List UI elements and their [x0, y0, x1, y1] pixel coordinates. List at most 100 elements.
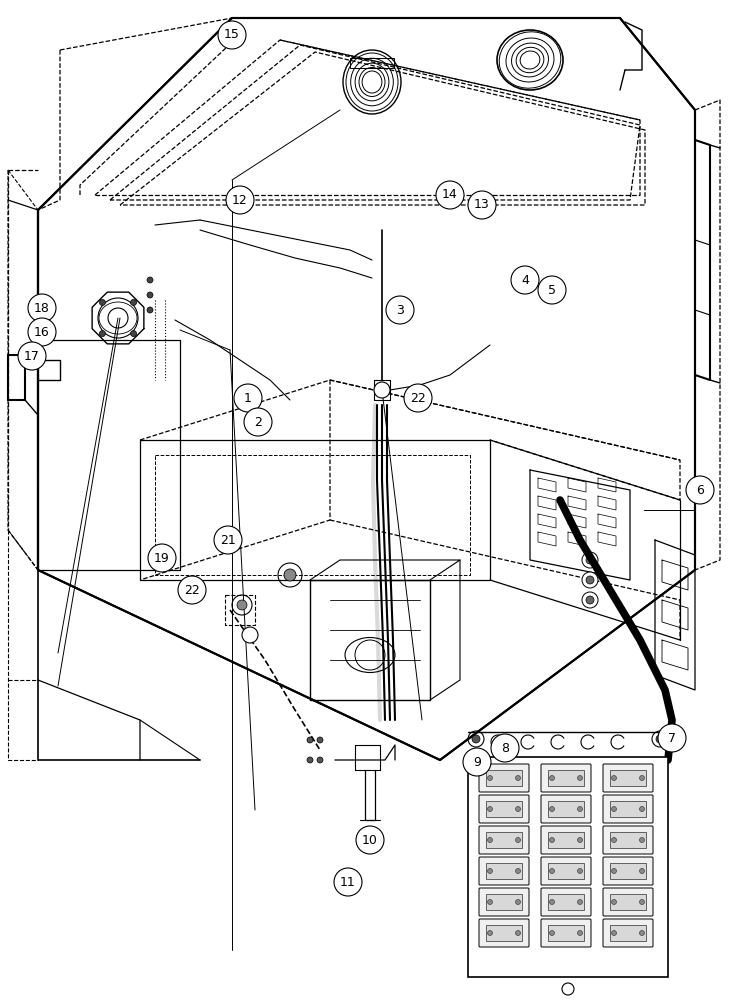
Circle shape: [488, 838, 493, 842]
Circle shape: [640, 900, 644, 904]
Circle shape: [18, 342, 46, 370]
Circle shape: [550, 868, 555, 874]
Text: 5: 5: [548, 284, 556, 296]
Text: 15: 15: [224, 28, 240, 41]
Circle shape: [586, 596, 594, 604]
Circle shape: [611, 900, 616, 904]
FancyBboxPatch shape: [603, 919, 653, 947]
Circle shape: [578, 868, 583, 874]
Circle shape: [307, 737, 313, 743]
FancyBboxPatch shape: [479, 857, 529, 885]
Circle shape: [515, 838, 520, 842]
Circle shape: [515, 806, 520, 812]
Text: 22: 22: [410, 391, 426, 404]
Text: 6: 6: [696, 484, 704, 496]
Circle shape: [550, 930, 555, 936]
Circle shape: [611, 930, 616, 936]
FancyBboxPatch shape: [603, 857, 653, 885]
Circle shape: [468, 191, 496, 219]
Circle shape: [226, 186, 254, 214]
Circle shape: [611, 868, 616, 874]
Text: 4: 4: [521, 273, 529, 286]
Circle shape: [515, 900, 520, 904]
Circle shape: [307, 757, 313, 763]
Bar: [486, 925, 522, 941]
Circle shape: [582, 572, 598, 588]
Circle shape: [538, 276, 566, 304]
Bar: [548, 863, 584, 879]
FancyBboxPatch shape: [603, 888, 653, 916]
Circle shape: [586, 576, 594, 584]
Circle shape: [491, 734, 519, 762]
Bar: [610, 801, 646, 817]
Circle shape: [658, 724, 686, 752]
Text: 17: 17: [24, 350, 40, 362]
Circle shape: [640, 930, 644, 936]
FancyBboxPatch shape: [541, 795, 591, 823]
Circle shape: [611, 806, 616, 812]
Circle shape: [578, 900, 583, 904]
FancyBboxPatch shape: [479, 826, 529, 854]
Circle shape: [582, 592, 598, 608]
Circle shape: [640, 868, 644, 874]
Bar: [486, 894, 522, 910]
Circle shape: [356, 826, 384, 854]
Circle shape: [488, 868, 493, 874]
Circle shape: [472, 735, 480, 743]
Circle shape: [317, 757, 323, 763]
Circle shape: [578, 838, 583, 842]
Circle shape: [578, 930, 583, 936]
Circle shape: [611, 838, 616, 842]
Circle shape: [28, 318, 56, 346]
Text: 7: 7: [668, 732, 676, 744]
Circle shape: [100, 331, 105, 337]
Circle shape: [147, 307, 153, 313]
Bar: [486, 801, 522, 817]
Text: 14: 14: [442, 188, 458, 202]
Circle shape: [550, 900, 555, 904]
Circle shape: [511, 266, 539, 294]
Bar: [468, 757, 668, 977]
Circle shape: [550, 806, 555, 812]
Circle shape: [284, 569, 296, 581]
Circle shape: [147, 277, 153, 283]
Circle shape: [214, 526, 242, 554]
Text: 21: 21: [220, 534, 236, 546]
Bar: [548, 832, 584, 848]
Circle shape: [374, 382, 390, 398]
Text: 8: 8: [501, 742, 509, 754]
Circle shape: [234, 384, 262, 412]
Bar: [350, 58, 394, 68]
Circle shape: [640, 838, 644, 842]
Circle shape: [488, 806, 493, 812]
Text: 3: 3: [396, 304, 404, 316]
Text: 22: 22: [184, 584, 200, 596]
Circle shape: [148, 544, 176, 572]
Circle shape: [611, 776, 616, 780]
Circle shape: [463, 748, 491, 776]
Text: 13: 13: [474, 198, 490, 212]
FancyBboxPatch shape: [479, 888, 529, 916]
Circle shape: [640, 776, 644, 780]
Circle shape: [317, 737, 323, 743]
Text: 16: 16: [34, 326, 50, 338]
FancyBboxPatch shape: [603, 826, 653, 854]
Circle shape: [656, 735, 664, 743]
Bar: [610, 770, 646, 786]
Bar: [548, 770, 584, 786]
Text: 12: 12: [232, 194, 248, 207]
Circle shape: [334, 868, 362, 896]
Circle shape: [237, 600, 247, 610]
Circle shape: [515, 868, 520, 874]
Circle shape: [242, 627, 258, 643]
Circle shape: [640, 806, 644, 812]
Circle shape: [100, 299, 105, 305]
Bar: [548, 801, 584, 817]
Circle shape: [244, 408, 272, 436]
Bar: [548, 925, 584, 941]
FancyBboxPatch shape: [603, 795, 653, 823]
Circle shape: [488, 900, 493, 904]
Bar: [548, 894, 584, 910]
Bar: [610, 894, 646, 910]
Circle shape: [515, 776, 520, 780]
